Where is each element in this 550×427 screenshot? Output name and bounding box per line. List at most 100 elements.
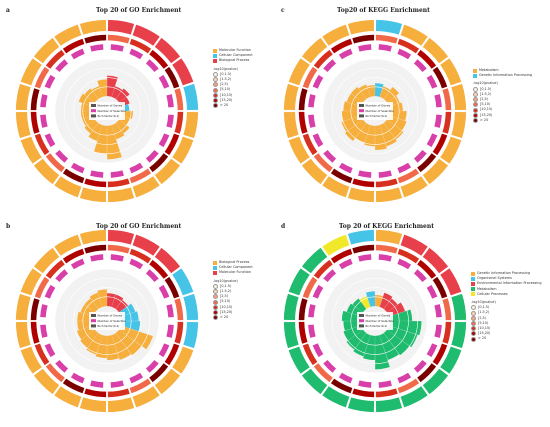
pvalue-legend-row: [15,20) xyxy=(473,113,532,118)
pvalue-ring-segment xyxy=(84,244,107,254)
pvalue-dot xyxy=(213,87,218,93)
selection-bar xyxy=(129,48,144,60)
pvalue-dot xyxy=(471,326,476,332)
category-band-segment xyxy=(375,229,403,245)
legend-category-row: Genetic Information Processing xyxy=(473,73,532,78)
grid-circle xyxy=(54,268,160,374)
category-band-segment xyxy=(33,37,60,64)
legend-label: Biological Process xyxy=(219,260,250,264)
selection-bar xyxy=(44,343,56,358)
pvalue-legend-row: [2,5) xyxy=(471,316,542,321)
category-band-segment xyxy=(283,83,299,111)
inner-legend-label: Number of Genes xyxy=(366,104,391,108)
legend-label: Organismal Systems xyxy=(477,276,512,281)
legend-b: Biological Process Cellular Component Mo… xyxy=(213,260,253,321)
selection-bar xyxy=(55,59,69,73)
pvalue-dot xyxy=(213,82,218,88)
pvalue-bin-label: [5,10) xyxy=(220,299,231,304)
selection-bar xyxy=(166,304,174,318)
legend-swatch xyxy=(471,276,475,281)
legend-label: Cellular Component xyxy=(219,53,253,58)
pvalue-ring-segment xyxy=(30,88,40,111)
pvalue-ring-segment xyxy=(352,34,375,44)
pvalue-ring-segment xyxy=(107,34,130,44)
pvalue-ring-segment xyxy=(164,276,180,299)
pvalue-dot xyxy=(471,305,476,311)
inner-legend-swatch xyxy=(359,314,364,317)
category-band-segment xyxy=(183,321,199,349)
pvalue-dot xyxy=(213,97,218,103)
grid-circle xyxy=(322,58,428,164)
inner-legend-swatch xyxy=(359,319,364,323)
pvalue-bins: [0,1.5) [1.5,2) [2,5) [5,10) [10,15) [15,20) >… xyxy=(473,87,532,123)
category-band-segment xyxy=(20,136,42,164)
pvalue-legend-row: [15,20) xyxy=(213,310,253,315)
pvalue-ring-segment xyxy=(375,388,398,398)
category-band-segment xyxy=(54,24,82,46)
pvalue-legend-row: > 20 xyxy=(213,315,253,321)
category-band-segment xyxy=(183,83,199,111)
rich-factor-bar xyxy=(95,335,107,359)
pvalue-bin-label: [5,10) xyxy=(480,102,491,107)
pvalue-ring-segment xyxy=(62,378,85,394)
selection-bar xyxy=(413,59,427,73)
rich-factor-bar xyxy=(364,125,375,147)
pvalue-dot xyxy=(473,117,478,123)
selection-bar xyxy=(129,372,144,384)
pvalue-dot xyxy=(473,112,478,118)
rich-factor-bar xyxy=(121,311,139,321)
pvalue-ring-segment xyxy=(45,259,65,279)
selection-bar xyxy=(90,380,104,388)
category-band-segment xyxy=(33,368,60,395)
legend-a: Molecular Function Cellular Component Bi… xyxy=(213,48,253,109)
rich-factor-bar xyxy=(107,125,122,160)
selection-bar xyxy=(323,59,337,73)
rich-factor-bar xyxy=(379,123,397,147)
pvalue-dot xyxy=(213,294,218,300)
selection-bar xyxy=(70,372,85,384)
pvalue-bin-label: [1.5,2) xyxy=(480,91,492,96)
rich-factor-bar xyxy=(84,119,99,134)
pvalue-legend-row: [10,15) xyxy=(213,305,253,310)
panel-a: a Top 20 of GO Enrichment Number of Gene… xyxy=(0,0,275,213)
category-band-segment xyxy=(132,176,160,198)
legend-swatch xyxy=(213,48,217,53)
rich-factor-bar xyxy=(379,86,391,99)
legend-label: Genetic Information Processing xyxy=(477,271,530,275)
selection-bar xyxy=(110,254,124,262)
selection-bar xyxy=(158,133,170,148)
rich-factor-bar xyxy=(111,123,125,140)
legend-label: Metabolism xyxy=(479,68,499,72)
selection-bar xyxy=(70,48,85,60)
panel-label: c xyxy=(281,7,285,14)
category-band-segment xyxy=(347,397,375,413)
pvalue-ring-segment xyxy=(352,244,375,254)
pvalue-legend-row: [5,10) xyxy=(213,299,253,305)
inner-legend-box xyxy=(357,102,393,120)
pvalue-ring-segment xyxy=(397,168,420,184)
pvalue-legend-row: [2,5) xyxy=(213,82,253,88)
selection-bar xyxy=(413,269,427,283)
selection-bar xyxy=(145,269,159,283)
selection-bar xyxy=(338,48,353,60)
pvalue-legend-title: -log10(pvalue) xyxy=(473,81,498,86)
selection-bar xyxy=(40,324,48,338)
rich-factor-bar xyxy=(115,299,129,313)
category-band-segment xyxy=(172,268,194,296)
legend-category-row: Organismal Systems xyxy=(471,276,542,281)
category-band-segment xyxy=(322,386,350,408)
pvalue-bin-label: [1.5,2) xyxy=(478,310,490,315)
pvalue-bin-label: [2,5) xyxy=(220,82,229,87)
pvalue-ring-segment xyxy=(149,363,169,383)
category-band-segment xyxy=(375,397,403,413)
pvalue-dot xyxy=(471,320,476,326)
panel-d: d Top 20 of KEGG Enrichment Number of Ge… xyxy=(275,213,550,426)
pvalue-bin-label: [10,15) xyxy=(480,107,493,112)
selection-bar xyxy=(44,133,56,148)
category-band-segment xyxy=(283,293,299,321)
pvalue-ring-segment xyxy=(45,363,65,383)
rich-factor-bar xyxy=(343,101,361,111)
pvalue-ring-segment xyxy=(174,88,184,111)
panel-c: c Top20 of KEGG Enrichment Number of Gen… xyxy=(275,0,550,213)
